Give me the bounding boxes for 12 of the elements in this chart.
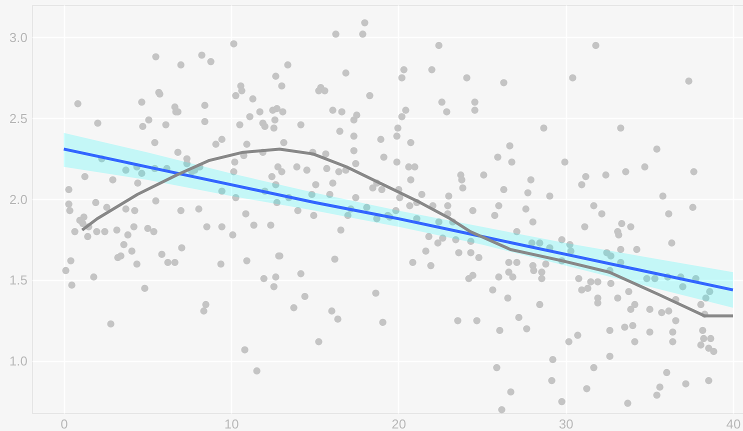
y-tick-label: 2.0 bbox=[9, 192, 28, 207]
y-tick-label: 1.5 bbox=[9, 272, 28, 288]
x-tick-label: 0 bbox=[60, 416, 68, 431]
x-tick-label: 30 bbox=[558, 416, 574, 431]
line-series bbox=[62, 148, 734, 292]
line-series bbox=[80, 148, 734, 318]
y-tick-label: 2.5 bbox=[9, 110, 28, 126]
x-tick-label: 40 bbox=[726, 416, 741, 431]
x-tick-label: 10 bbox=[224, 416, 239, 431]
y-tick-label: 3.0 bbox=[9, 30, 28, 45]
x-tick-label: 20 bbox=[392, 416, 406, 431]
y-tick-label: 1.0 bbox=[9, 354, 28, 369]
